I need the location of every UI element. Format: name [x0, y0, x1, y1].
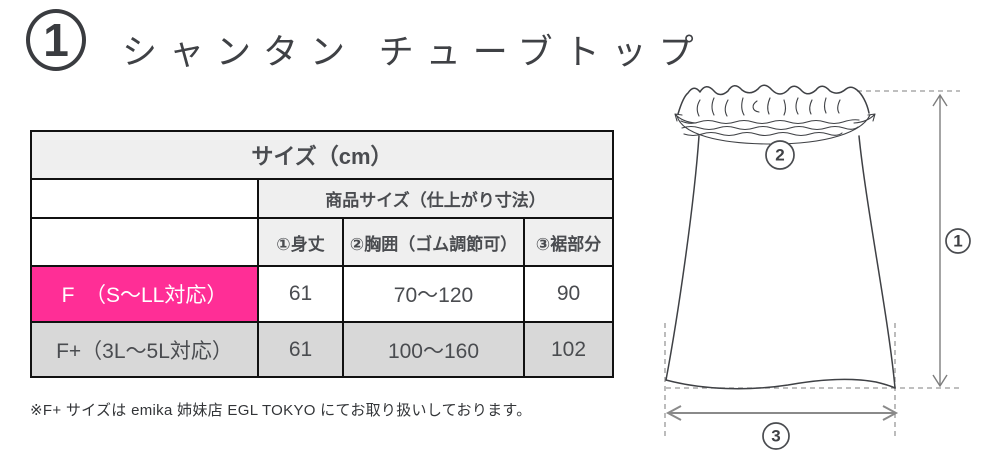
size-row-label-f: F （S〜LL対応）	[30, 265, 259, 323]
table-subtitle: 商品サイズ（仕上がり寸法）	[257, 178, 614, 219]
table-title: サイズ（cm）	[30, 130, 614, 180]
blank-cell	[30, 178, 259, 219]
measure-marker-bust: 2	[765, 140, 795, 170]
blank-cell	[30, 217, 259, 267]
size-row-label-fplus: F+（3L〜5L対応）	[30, 321, 259, 378]
footnote: ※F+ サイズは emika 姉妹店 EGL TOKYO にてお取り扱いしており…	[30, 402, 532, 419]
measure-label-bust: 2	[775, 146, 784, 165]
gather-marks	[696, 97, 841, 117]
value-cell: 90	[523, 265, 614, 323]
value-cell: 100〜160	[342, 321, 525, 378]
table-row: F+（3L〜5L対応） 61 100〜160 102	[30, 321, 614, 378]
value-cell: 61	[257, 265, 344, 323]
item-number-badge: 1	[26, 9, 86, 71]
measure-label-length: 1	[953, 232, 962, 251]
dimension-lines	[664, 90, 960, 438]
measure-marker-length: 1	[945, 228, 971, 254]
table-row: F （S〜LL対応） 61 70〜120 90	[30, 265, 614, 323]
product-title: シャンタン チューブトップ	[122, 33, 706, 72]
column-header-row: ①身丈 ②胸囲（ゴム調節可） ③裾部分	[30, 217, 614, 267]
garment-measurement-diagram: 1 2 3	[664, 84, 971, 450]
value-cell: 102	[523, 321, 614, 378]
size-table: サイズ（cm） 商品サイズ（仕上がり寸法） ①身丈 ②胸囲（ゴム調節可） ③裾部…	[30, 130, 614, 378]
column-header-hem: ③裾部分	[523, 217, 614, 267]
value-cell: 70〜120	[342, 265, 525, 323]
tube-top-outline	[665, 84, 896, 390]
value-cell: 61	[257, 321, 344, 378]
measure-label-hem: 3	[771, 427, 780, 446]
column-header-bust: ②胸囲（ゴム調節可）	[342, 217, 525, 267]
measure-marker-hem: 3	[762, 422, 790, 450]
column-header-length: ①身丈	[257, 217, 344, 267]
elastic-band	[674, 113, 876, 145]
table-title-row: サイズ（cm）	[30, 130, 614, 180]
table-subtitle-row: 商品サイズ（仕上がり寸法）	[30, 178, 614, 219]
